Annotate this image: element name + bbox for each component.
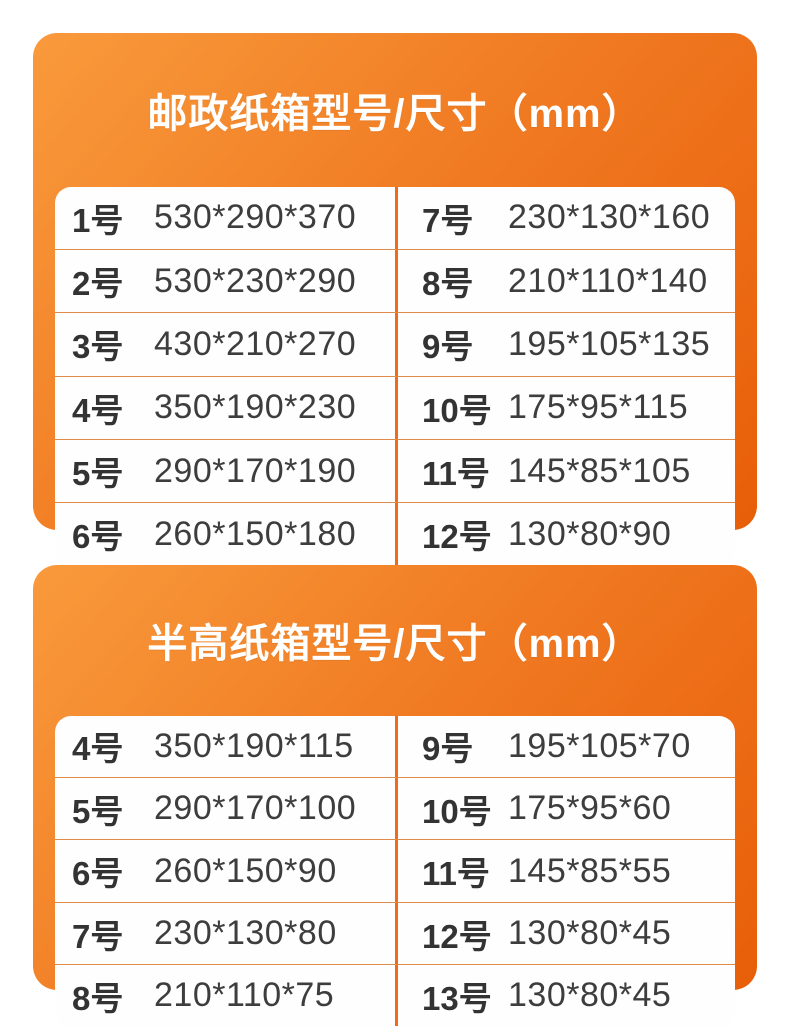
table-row: 3号 430*210*270 9号 195*105*135: [55, 313, 735, 377]
box-model-label: 8号: [72, 979, 124, 1017]
box-model-label: 2号: [72, 265, 124, 303]
table-cell: 9号 195*105*135: [395, 313, 735, 376]
box-size-value: 130*80*45: [508, 914, 672, 953]
box-size-value: 350*190*230: [154, 388, 357, 427]
box-model-label: 6号: [72, 855, 124, 893]
box-model-label: 10号: [422, 391, 492, 429]
table-row: 8号 210*110*75 13号 130*80*45: [55, 965, 735, 1026]
box-model-label: 3号: [72, 328, 124, 366]
box-size-value: 260*150*90: [154, 851, 337, 890]
table-cell: 7号 230*130*80: [55, 903, 395, 964]
box-size-value: 195*105*70: [508, 726, 691, 765]
table-cell: 4号 350*190*230: [55, 377, 395, 439]
box-size-value: 145*85*55: [508, 851, 672, 890]
box-size-value: 530*290*370: [154, 198, 357, 237]
table-cell: 10号 175*95*60: [395, 778, 735, 840]
box-size-value: 175*95*115: [508, 388, 689, 427]
box-model-label: 9号: [422, 730, 474, 768]
table-cell: 7号 230*130*160: [395, 186, 735, 249]
box-size-value: 430*210*270: [154, 324, 357, 363]
table-cell: 2号 530*230*290: [55, 250, 395, 312]
box-size-value: 195*105*135: [508, 324, 711, 363]
box-model-label: 5号: [72, 455, 124, 493]
box-model-label: 11号: [422, 455, 490, 493]
box-size-value: 130*80*90: [508, 514, 672, 553]
table-row: 7号 230*130*80 12号 130*80*45: [55, 902, 735, 966]
half-height-table-title: 半高纸箱型号/尺寸（mm）: [147, 622, 643, 667]
box-size-value: 210*110*75: [154, 976, 335, 1015]
box-model-label: 11号: [422, 855, 490, 893]
table-row: 2号 530*230*290 8号 210*110*140: [55, 249, 735, 314]
box-model-label: 4号: [72, 730, 124, 768]
table-cell: 1号 530*290*370: [55, 187, 395, 249]
box-model-label: 8号: [422, 265, 474, 303]
box-size-value: 130*80*45: [508, 976, 672, 1015]
table-cell: 8号 210*110*75: [55, 965, 395, 1026]
postal-carton-size-card: 邮政纸箱型号/尺寸（mm） 1号 530*290*370 7号 230*130*…: [33, 33, 757, 566]
box-size-value: 530*230*290: [154, 261, 357, 300]
table-row: 4号 350*190*115 9号 195*105*70: [55, 715, 735, 778]
box-size-value: 350*190*115: [154, 726, 354, 765]
table-cell: 3号 430*210*270: [55, 313, 395, 375]
box-model-label: 13号: [422, 979, 492, 1017]
table-row: 5号 290*170*100 10号 175*95*60: [55, 778, 735, 841]
table-cell: 11号 145*85*105: [395, 439, 735, 503]
table-cell: 12号 130*80*90: [395, 503, 735, 566]
table-cell: 6号 260*150*90: [55, 840, 395, 901]
table-cell: 6号 260*150*180: [55, 503, 395, 565]
table-cell: 5号 290*170*100: [55, 778, 395, 839]
box-size-value: 230*130*160: [508, 198, 711, 237]
box-model-label: 10号: [422, 792, 492, 830]
table-row: 6号 260*150*90 11号 145*85*55: [55, 840, 735, 903]
box-model-label: 5号: [72, 792, 124, 830]
box-size-value: 290*170*190: [154, 451, 357, 490]
table-cell: 11号 145*85*55: [395, 840, 735, 902]
half-height-carton-size-card: 半高纸箱型号/尺寸（mm） 4号 350*190*115 9号 195*105*…: [33, 565, 757, 1026]
postal-table-panel: 1号 530*290*370 7号 230*130*160 2号 530*230…: [55, 186, 735, 566]
table-cell: 10号 175*95*115: [395, 376, 735, 439]
box-size-value: 290*170*100: [154, 789, 357, 828]
box-size-value: 230*130*80: [154, 914, 337, 953]
postal-table-title: 邮政纸箱型号/尺寸（mm）: [147, 91, 643, 136]
box-size-value: 145*85*105: [508, 451, 691, 490]
box-size-value: 260*150*180: [154, 514, 357, 553]
table-row: 1号 530*290*370 7号 230*130*160: [55, 186, 735, 250]
box-model-label: 6号: [72, 518, 124, 556]
table-cell: 5号 290*170*190: [55, 440, 395, 502]
box-model-label: 12号: [422, 518, 492, 556]
box-model-label: 4号: [72, 391, 124, 429]
box-size-value: 210*110*140: [508, 261, 708, 300]
table-cell: 8号 210*110*140: [395, 249, 735, 313]
box-model-label: 7号: [72, 917, 124, 955]
box-model-label: 12号: [422, 917, 492, 955]
box-model-label: 7号: [422, 201, 474, 239]
box-model-label: 1号: [72, 201, 124, 239]
table-row: 5号 290*170*190 11号 145*85*105: [55, 439, 735, 504]
half-height-table-panel: 4号 350*190*115 9号 195*105*70 5号 290*170*…: [55, 715, 735, 1026]
box-model-label: 9号: [422, 328, 474, 366]
table-cell: 4号 350*190*115: [55, 716, 395, 777]
table-cell: 13号 130*80*45: [395, 965, 735, 1026]
table-row: 4号 350*190*230 10号 175*95*115: [55, 376, 735, 440]
table-row: 6号 260*150*180 12号 130*80*90: [55, 503, 735, 566]
box-size-value: 175*95*60: [508, 789, 672, 828]
table-cell: 9号 195*105*70: [395, 715, 735, 777]
table-cell: 12号 130*80*45: [395, 902, 735, 965]
